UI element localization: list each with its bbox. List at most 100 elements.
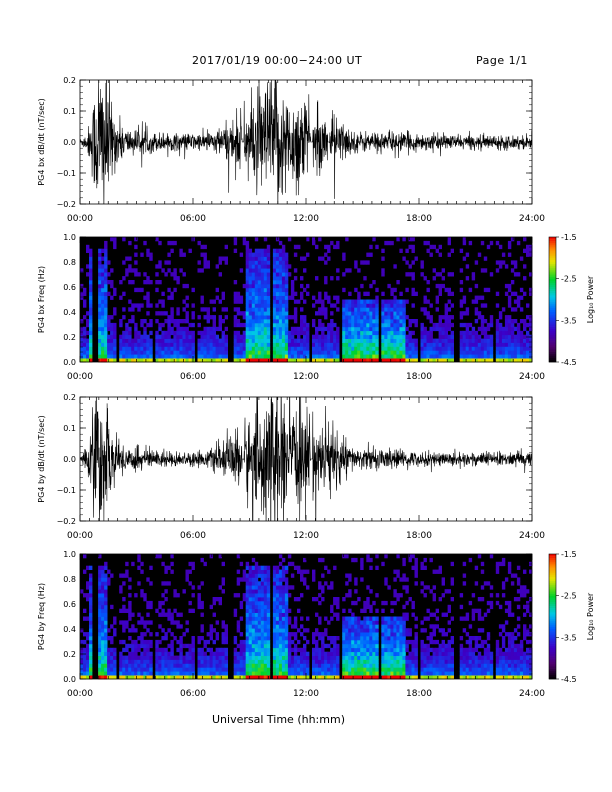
spectrogram-cell — [179, 330, 183, 336]
spectrogram-cell — [251, 272, 256, 277]
spectrogram-cell — [462, 659, 467, 664]
spectrogram-cell — [438, 354, 442, 359]
spectrogram-cell — [369, 283, 373, 289]
spectrogram-cell — [360, 663, 364, 668]
spectrogram-cell — [284, 338, 289, 343]
spectrogram-cell — [477, 608, 482, 613]
spectrogram-cell — [429, 354, 433, 359]
spectrogram-cell — [477, 616, 482, 621]
spectrogram-cell — [399, 330, 403, 336]
spectrogram-cell — [471, 326, 476, 332]
spectrogram-cell — [221, 330, 225, 336]
spectrogram-cell — [101, 256, 105, 261]
spectrogram-cell — [357, 620, 361, 625]
spectrogram-cell — [215, 671, 219, 676]
spectrogram-cell — [89, 632, 93, 637]
spectrogram-cell — [474, 354, 479, 359]
spectrogram-cell — [363, 659, 367, 664]
spectrogram-cell — [137, 620, 141, 625]
spectrogram-cell — [86, 667, 90, 672]
spectrogram-cell — [122, 675, 126, 680]
spectrogram-cell — [176, 655, 180, 660]
spectrogram-cell — [170, 639, 174, 645]
spectrogram-cell — [245, 260, 250, 265]
spectrogram-cell — [474, 311, 479, 316]
spectrogram-cell — [363, 639, 367, 645]
spectrogram-cell — [360, 283, 364, 289]
spectrogram-cell — [393, 569, 397, 574]
spectrogram-cell — [260, 636, 265, 641]
spectrogram-cell — [414, 651, 418, 656]
spectrogram-cell — [300, 593, 304, 598]
spectrogram-cell — [254, 593, 259, 598]
spectrogram-cell — [480, 655, 485, 660]
spectrogram-cell — [263, 295, 268, 300]
spectrogram-cell — [414, 319, 418, 324]
spectrogram-cell — [429, 632, 433, 637]
spectrogram-cell — [297, 663, 301, 668]
spectrogram-cell — [161, 354, 165, 359]
spectrogram-cell — [197, 647, 201, 653]
spectrogram-cell — [396, 597, 400, 602]
spectrogram-cell — [405, 647, 409, 653]
spectrogram-cell — [303, 322, 307, 328]
spectrogram-cell — [236, 624, 241, 629]
spectrogram-cell — [351, 326, 355, 332]
spectrogram-cell — [284, 647, 289, 653]
spectrogram-cell — [348, 291, 352, 296]
spectrogram-cell — [185, 283, 189, 289]
spectrogram-cell — [498, 338, 503, 343]
spectrogram-cell — [408, 554, 412, 559]
spectrogram-cell — [218, 256, 222, 261]
spectrogram-cell — [272, 597, 277, 602]
spectrogram-cell — [351, 299, 355, 304]
spectrogram-cell — [239, 600, 244, 606]
spectrogram-cell — [155, 655, 159, 660]
spectrogram-cell — [272, 659, 277, 664]
spectrogram-cell — [290, 358, 295, 363]
spectrogram-cell — [330, 354, 334, 359]
page-label: Page 1/1 — [476, 54, 528, 67]
spectrogram-cell — [113, 287, 117, 293]
spectrogram-cell — [438, 319, 442, 324]
colorbar-tick-label: -4.5 — [561, 358, 577, 367]
spectrogram-cell — [113, 663, 117, 668]
spectrogram-cell — [348, 675, 352, 680]
spectrogram-cell — [257, 663, 262, 668]
spectrogram-cell — [390, 319, 394, 324]
spectrogram-cell — [284, 264, 289, 269]
spectrogram-cell — [372, 639, 376, 645]
spectrogram-cell — [468, 358, 473, 363]
spectrogram-cell — [236, 307, 241, 312]
spectrogram-cell — [474, 334, 479, 339]
spectrogram-cell — [342, 303, 346, 308]
spectrogram-cell — [504, 264, 509, 269]
spectrogram-cell — [408, 671, 412, 676]
spectrogram-cell — [107, 272, 111, 277]
spectrogram-cell — [248, 651, 253, 656]
colorbar-segment — [549, 280, 556, 284]
spectrogram-cell — [245, 612, 250, 617]
spectrogram-cell — [98, 248, 102, 253]
spectrogram-cell — [284, 260, 289, 265]
spectrogram-cell — [357, 358, 361, 363]
spectrogram-cell — [128, 671, 132, 676]
spectrogram-cell — [110, 639, 114, 645]
spectrogram-cell — [360, 303, 364, 308]
spectrogram-cell — [260, 577, 265, 582]
spectrogram-cell — [101, 291, 105, 296]
spectrogram-cell — [465, 655, 470, 660]
spectrogram-cell — [529, 338, 533, 343]
spectrogram-cell — [158, 354, 162, 359]
spectrogram-cell — [155, 647, 159, 653]
spectrogram-cell — [104, 299, 108, 304]
spectrogram-cell — [146, 291, 150, 296]
spectrogram-cell — [390, 663, 394, 668]
spectrogram-cell — [86, 354, 90, 359]
spectrogram-cell — [125, 659, 129, 664]
spectrogram-cell — [233, 350, 238, 355]
spectrogram-cell — [206, 671, 210, 676]
spectrogram-cell — [429, 624, 433, 629]
spectrogram-cell — [284, 577, 289, 582]
spectrogram-cell — [278, 675, 283, 680]
